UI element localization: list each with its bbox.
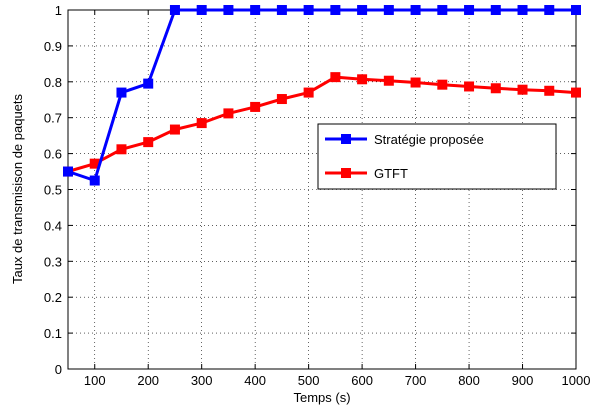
data-point [276,5,287,15]
x-tick-label: 500 [298,373,320,388]
y-tick-label: 0.1 [44,326,62,341]
x-tick-label: 1000 [562,373,591,388]
axis-ticks: 100 200 300 400 500 600 700 800 900 1000 0 0.1 0.2 0.… [44,3,591,388]
series-gtft [63,72,581,177]
data-point [490,5,501,15]
data-point [169,5,180,15]
data-point [383,75,394,86]
data-point [276,94,287,105]
y-tick-label: 0.7 [44,111,62,126]
data-point [464,81,475,92]
legend-label-gtft: GTFT [374,166,408,181]
legend: Stratégie proposée GTFT [317,123,557,190]
data-point [490,83,501,94]
data-point [223,108,234,119]
legend-label-strategie: Stratégie proposée [374,132,484,147]
data-point [437,79,448,90]
data-point [410,5,421,15]
data-point [571,87,581,98]
data-point [169,124,180,135]
x-tick-label: 300 [191,373,213,388]
x-tick-label: 900 [512,373,534,388]
y-tick-label: 0.9 [44,39,62,54]
y-tick-label: 0.4 [44,218,62,233]
y-tick-label: 0.3 [44,254,62,269]
data-point [89,175,100,186]
y-tick-label: 0.6 [44,147,62,162]
y-tick-label: 0.5 [44,183,62,198]
series-strategie [63,5,581,186]
data-point [544,85,555,96]
data-point [544,5,555,15]
data-point [330,5,341,15]
legend-marker-strategie [341,134,351,144]
data-point [383,5,394,15]
data-point [116,144,127,155]
x-axis-label: Temps (s) [293,390,350,405]
x-tick-label: 100 [84,373,106,388]
data-point [517,84,528,95]
data-point [464,5,475,15]
data-point [357,74,368,85]
data-point [357,5,368,15]
legend-box [317,123,557,190]
y-tick-label: 0 [55,362,62,377]
y-axis-label: Taux de transmisison de paquets [10,93,25,284]
data-point [89,158,100,169]
series-group [63,5,581,186]
data-point [143,137,154,148]
data-point [517,5,528,15]
x-tick-label: 400 [244,373,266,388]
y-tick-label: 0.8 [44,75,62,90]
legend-marker-gtft [341,168,351,178]
data-point [196,118,207,129]
x-tick-label: 800 [458,373,480,388]
data-point [437,5,448,15]
x-tick-label: 700 [405,373,427,388]
data-point [223,5,234,15]
x-tick-label: 200 [137,373,159,388]
x-tick-label: 600 [351,373,373,388]
data-point [303,87,314,98]
data-point [250,101,261,112]
data-point [250,5,261,15]
data-point [116,87,127,98]
data-point [330,72,341,83]
data-point [63,166,73,177]
data-point [303,5,314,15]
data-point [571,5,581,15]
data-point [196,5,207,15]
data-point [143,78,154,89]
y-tick-label: 0.2 [44,290,62,305]
y-tick-label: 1 [55,3,62,18]
data-point [410,77,421,88]
